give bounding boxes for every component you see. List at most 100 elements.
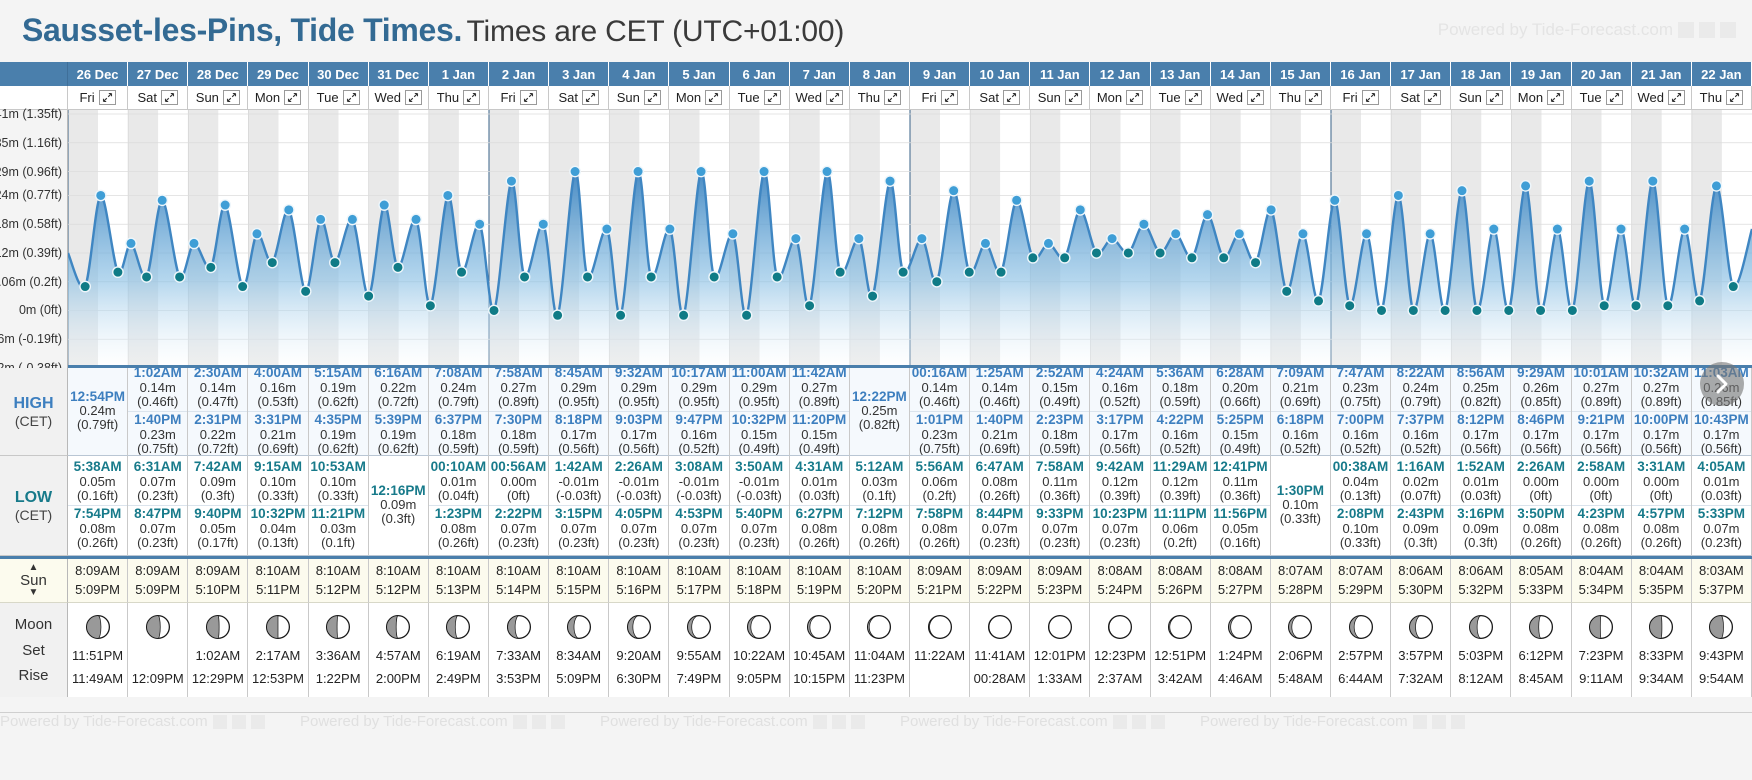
expand-day-button[interactable] bbox=[884, 90, 902, 105]
date-header-cell[interactable]: 21 Jan bbox=[1631, 62, 1692, 86]
high-tide-marker[interactable] bbox=[1297, 227, 1309, 240]
high-tide-marker[interactable] bbox=[1710, 179, 1723, 192]
low-tide-marker[interactable] bbox=[771, 271, 784, 283]
date-header-cell[interactable]: 27 Dec bbox=[128, 62, 189, 86]
low-tide-marker[interactable] bbox=[518, 271, 531, 283]
low-tide-marker[interactable] bbox=[1534, 304, 1547, 317]
low-tide-marker[interactable] bbox=[140, 271, 153, 283]
high-tide-marker[interactable] bbox=[789, 232, 802, 245]
low-tide-marker[interactable] bbox=[1186, 251, 1198, 264]
date-header-cell[interactable]: 8 Jan bbox=[849, 62, 910, 86]
high-tide-marker[interactable] bbox=[1201, 208, 1214, 221]
low-tide-marker[interactable] bbox=[708, 271, 721, 283]
low-tide-marker[interactable] bbox=[329, 256, 341, 269]
low-tide-marker[interactable] bbox=[1630, 299, 1642, 312]
date-header-cell[interactable]: 6 Jan bbox=[729, 62, 790, 86]
low-tide-marker[interactable] bbox=[677, 309, 690, 322]
date-header-cell[interactable]: 18 Jan bbox=[1451, 62, 1512, 86]
high-tide-marker[interactable] bbox=[915, 232, 928, 245]
low-tide-marker[interactable] bbox=[1249, 256, 1262, 269]
date-header-cell[interactable]: 29 Dec bbox=[248, 62, 309, 86]
low-tide-marker[interactable] bbox=[1154, 247, 1167, 259]
low-tide-marker[interactable] bbox=[1026, 251, 1039, 264]
low-tide-marker[interactable] bbox=[1598, 299, 1611, 312]
expand-day-button[interactable] bbox=[763, 90, 781, 105]
low-tide-marker[interactable] bbox=[645, 271, 658, 283]
next-page-button[interactable] bbox=[1700, 362, 1744, 406]
date-header-cell[interactable]: 11 Jan bbox=[1030, 62, 1091, 86]
date-header-cell[interactable]: 31 Dec bbox=[368, 62, 429, 86]
date-header-cell[interactable]: 14 Jan bbox=[1210, 62, 1271, 86]
high-tide-marker[interactable] bbox=[884, 175, 896, 187]
expand-day-button[interactable] bbox=[1423, 90, 1441, 105]
low-tide-marker[interactable] bbox=[1727, 280, 1740, 293]
high-tide-marker[interactable] bbox=[156, 194, 169, 207]
high-tide-marker[interactable] bbox=[600, 223, 613, 235]
expand-day-button[interactable] bbox=[1547, 90, 1565, 105]
low-tide-marker[interactable] bbox=[897, 266, 910, 279]
high-tide-marker[interactable] bbox=[473, 218, 486, 231]
expand-day-button[interactable] bbox=[519, 90, 537, 105]
low-tide-marker[interactable] bbox=[1312, 295, 1325, 307]
high-tide-marker[interactable] bbox=[1646, 175, 1659, 187]
high-tide-marker[interactable] bbox=[251, 227, 263, 240]
high-tide-marker[interactable] bbox=[821, 165, 833, 178]
low-tide-marker[interactable] bbox=[1090, 247, 1103, 259]
expand-day-button[interactable] bbox=[222, 90, 240, 105]
high-tide-marker[interactable] bbox=[663, 223, 676, 235]
high-tide-marker[interactable] bbox=[1328, 194, 1341, 207]
expand-day-button[interactable] bbox=[1667, 90, 1685, 105]
expand-day-button[interactable] bbox=[405, 90, 423, 105]
low-tide-marker[interactable] bbox=[455, 266, 468, 279]
date-header-cell[interactable]: 26 Dec bbox=[68, 62, 129, 86]
date-header-cell[interactable]: 5 Jan bbox=[669, 62, 730, 86]
low-tide-marker[interactable] bbox=[1343, 299, 1356, 312]
expand-day-button[interactable] bbox=[342, 90, 360, 105]
low-tide-marker[interactable] bbox=[392, 261, 404, 274]
high-tide-marker[interactable] bbox=[1424, 227, 1437, 240]
date-header-cell[interactable]: 15 Jan bbox=[1270, 62, 1331, 86]
high-tide-marker[interactable] bbox=[1519, 179, 1532, 192]
expand-day-button[interactable] bbox=[1361, 90, 1379, 105]
expand-day-button[interactable] bbox=[643, 90, 661, 105]
low-tide-marker[interactable] bbox=[79, 280, 92, 293]
high-tide-marker[interactable] bbox=[282, 203, 295, 216]
high-tide-marker[interactable] bbox=[188, 237, 200, 250]
low-tide-marker[interactable] bbox=[1566, 304, 1579, 317]
low-tide-marker[interactable] bbox=[1280, 285, 1293, 298]
expand-day-button[interactable] bbox=[1605, 90, 1623, 105]
date-header-cell[interactable]: 9 Jan bbox=[909, 62, 971, 86]
expand-day-button[interactable] bbox=[1184, 90, 1202, 105]
expand-day-button[interactable] bbox=[1064, 90, 1082, 105]
expand-day-button[interactable] bbox=[940, 90, 958, 105]
high-tide-marker[interactable] bbox=[1233, 227, 1246, 240]
low-tide-marker[interactable] bbox=[1661, 299, 1674, 312]
low-tide-marker[interactable] bbox=[866, 290, 879, 303]
high-tide-marker[interactable] bbox=[1042, 237, 1055, 250]
low-tide-marker[interactable] bbox=[266, 256, 279, 269]
low-tide-marker[interactable] bbox=[930, 275, 943, 288]
date-header-cell[interactable]: 22 Jan bbox=[1691, 62, 1752, 86]
high-tide-marker[interactable] bbox=[1615, 223, 1627, 235]
low-tide-marker[interactable] bbox=[1058, 251, 1071, 264]
date-header-cell[interactable]: 20 Jan bbox=[1571, 62, 1632, 86]
date-header-cell[interactable]: 7 Jan bbox=[789, 62, 850, 86]
high-tide-marker[interactable] bbox=[1456, 184, 1468, 197]
date-header-cell[interactable]: 3 Jan bbox=[549, 62, 610, 86]
expand-day-button[interactable] bbox=[1246, 90, 1264, 105]
high-tide-marker[interactable] bbox=[378, 199, 391, 211]
high-tide-marker[interactable] bbox=[441, 189, 454, 202]
low-tide-marker[interactable] bbox=[1693, 295, 1706, 307]
expand-day-button[interactable] bbox=[1305, 90, 1323, 105]
expand-day-button[interactable] bbox=[705, 90, 723, 105]
high-tide-marker[interactable] bbox=[537, 218, 550, 231]
low-tide-marker[interactable] bbox=[362, 290, 375, 303]
high-tide-marker[interactable] bbox=[1392, 189, 1405, 202]
low-tide-marker[interactable] bbox=[488, 304, 500, 317]
high-tide-marker[interactable] bbox=[1169, 227, 1182, 240]
high-tide-marker[interactable] bbox=[979, 237, 992, 250]
date-header-cell[interactable]: 17 Jan bbox=[1391, 62, 1452, 86]
high-tide-marker[interactable] bbox=[1551, 223, 1564, 235]
high-tide-marker[interactable] bbox=[314, 213, 327, 226]
chart-plot-area[interactable] bbox=[68, 110, 1752, 368]
